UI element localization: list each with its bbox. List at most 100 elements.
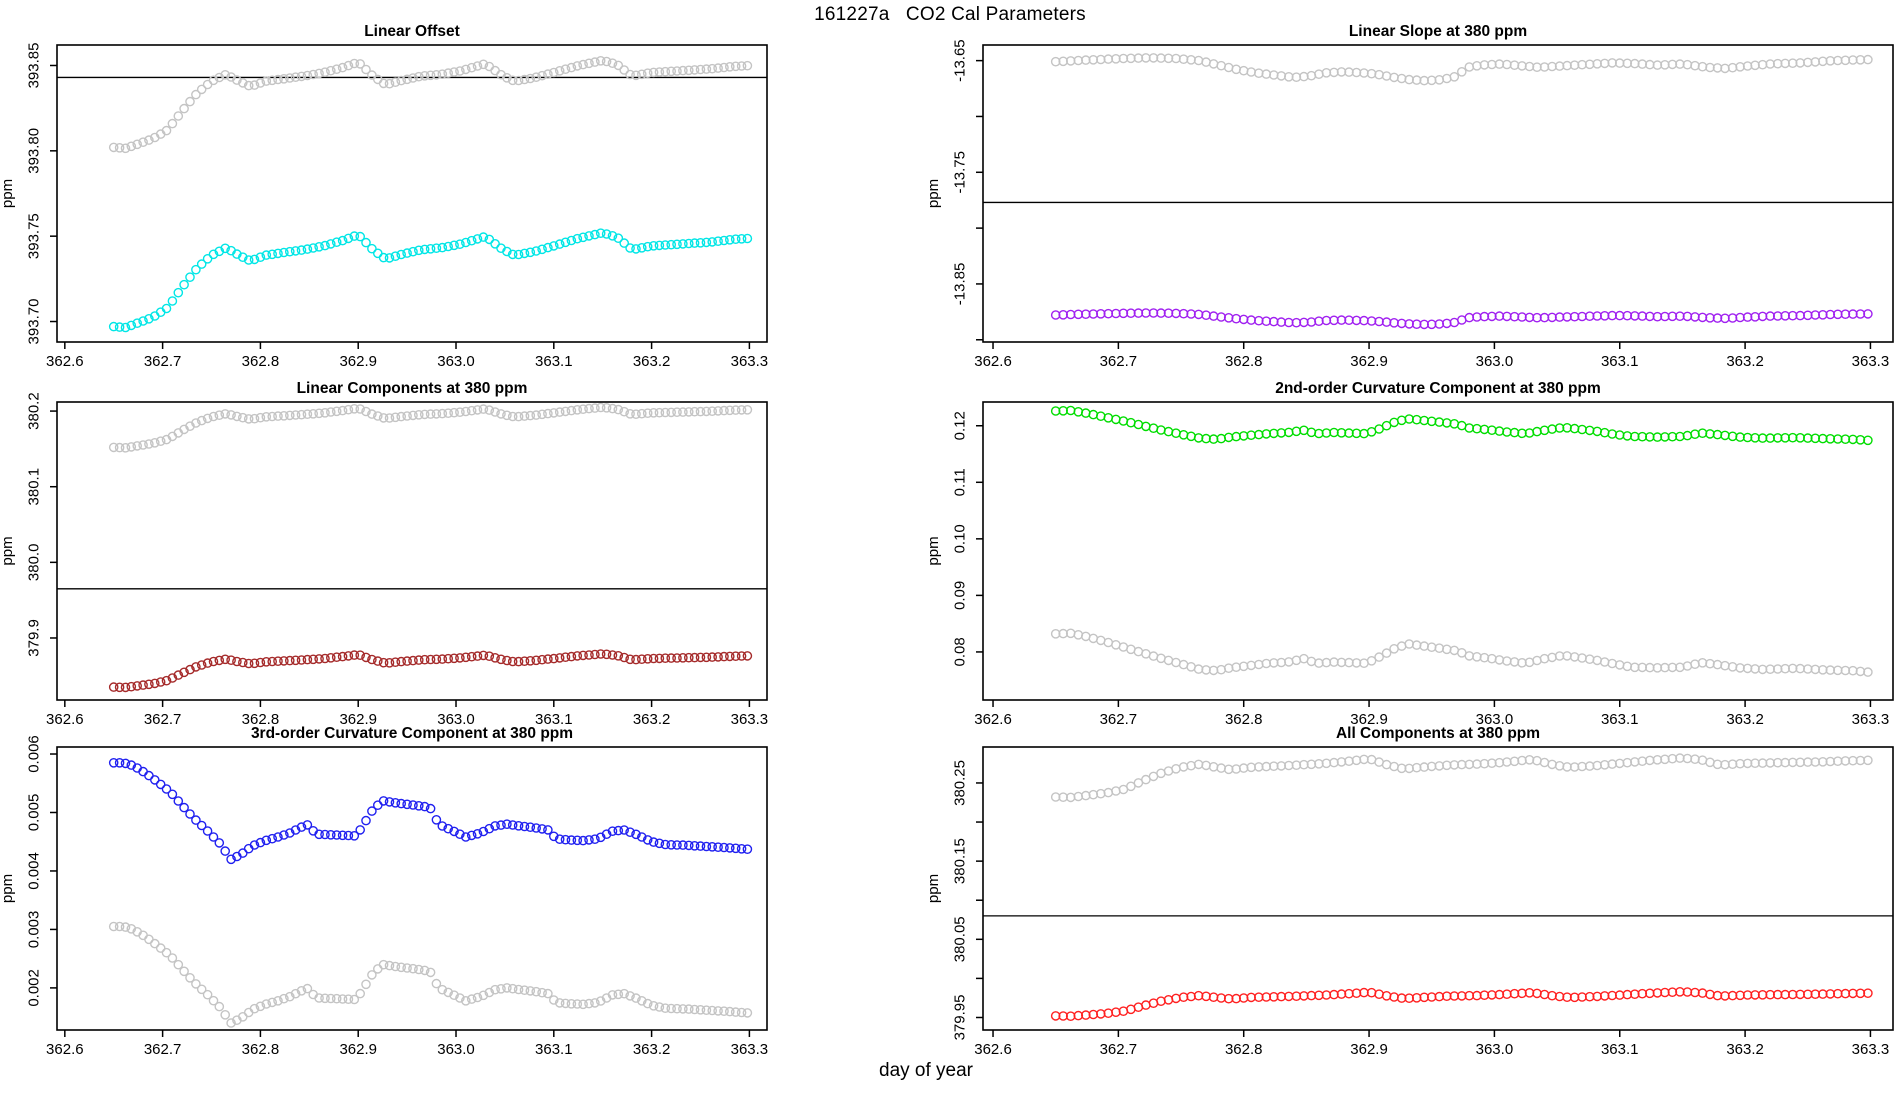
data-point-marker xyxy=(202,826,213,836)
data-point-marker xyxy=(302,409,313,420)
data-point-marker xyxy=(478,404,489,414)
data-point-marker xyxy=(384,960,395,971)
data-point-marker xyxy=(214,1001,225,1012)
data-point-marker xyxy=(384,658,395,668)
data-point-marker xyxy=(725,234,735,245)
data-point-marker xyxy=(642,68,653,78)
data-point-marker xyxy=(695,841,706,851)
data-point-marker xyxy=(155,943,166,953)
data-point-marker xyxy=(507,983,518,994)
data-point-marker xyxy=(519,656,530,667)
data-point-marker xyxy=(613,989,624,1000)
data-point-marker xyxy=(355,404,366,414)
plot-curvature-3rd-order: 3rd-order Curvature Component at 380 ppm… xyxy=(0,725,768,1058)
data-point-marker xyxy=(185,973,195,983)
data-point-marker xyxy=(484,651,495,662)
data-point-marker xyxy=(331,406,342,417)
data-point-marker xyxy=(267,249,278,260)
data-point-marker xyxy=(513,75,524,86)
data-point-marker xyxy=(660,407,671,418)
data-point-marker xyxy=(678,840,688,850)
data-point-marker xyxy=(519,248,530,259)
data-point-marker xyxy=(413,655,424,665)
data-point-marker xyxy=(502,246,512,257)
y-tick-label: 380.1 xyxy=(25,468,42,506)
data-point-marker xyxy=(672,840,682,850)
data-point-marker xyxy=(484,405,495,415)
data-point-marker xyxy=(472,992,483,1003)
data-point-marker xyxy=(167,673,178,683)
data-point-marker xyxy=(396,798,407,809)
data-point-marker xyxy=(1111,414,1121,425)
data-point-marker xyxy=(1381,648,1392,658)
data-point-marker xyxy=(472,61,483,71)
data-point-marker xyxy=(707,1005,718,1016)
plot-all-components: All Components at 380 ppm380.25380.15380… xyxy=(925,725,1894,1058)
data-point-marker xyxy=(138,440,148,450)
y-tick-label: 393.85 xyxy=(25,43,42,89)
data-point-marker xyxy=(1314,69,1324,79)
data-point-marker xyxy=(413,409,424,420)
data-point-marker xyxy=(355,650,366,661)
data-point-marker xyxy=(730,843,741,854)
data-point-marker xyxy=(578,999,588,1010)
y-tick-label: 380.0 xyxy=(25,544,42,582)
data-point-marker xyxy=(413,71,424,82)
data-point-marker xyxy=(431,654,442,665)
data-point-marker xyxy=(1607,658,1617,669)
data-point-marker xyxy=(161,303,172,314)
data-point-marker xyxy=(590,834,600,845)
data-point-marker xyxy=(736,1007,747,1018)
data-point-marker xyxy=(302,983,313,994)
data-point-marker xyxy=(425,243,436,254)
data-point-marker xyxy=(654,838,665,849)
data-point-marker xyxy=(331,652,342,663)
data-point-marker xyxy=(1389,761,1399,772)
data-point-marker xyxy=(279,993,289,1004)
data-point-marker xyxy=(126,760,137,770)
data-point-marker xyxy=(226,410,236,420)
data-point-marker xyxy=(325,993,336,1004)
panel-title-linear-components: Linear Components at 380 ppm xyxy=(297,380,528,397)
data-point-marker xyxy=(484,987,495,998)
data-point-marker xyxy=(689,65,700,75)
data-point-marker xyxy=(273,832,283,842)
data-point-marker xyxy=(120,758,131,769)
x-tick-label: 362.8 xyxy=(242,353,280,370)
data-point-marker xyxy=(290,246,301,256)
data-point-marker xyxy=(578,59,588,70)
data-point-marker xyxy=(637,832,647,842)
data-point-marker xyxy=(331,993,342,1004)
data-point-marker xyxy=(167,953,178,963)
data-point-marker xyxy=(185,96,195,107)
data-point-marker xyxy=(1690,659,1700,670)
data-point-marker xyxy=(419,654,430,665)
y-tick-label: -13.65 xyxy=(951,39,968,82)
data-point-marker xyxy=(402,74,412,85)
y-axis-unit-label: ppm xyxy=(0,536,16,565)
x-axis-curvature-2nd-order: 362.6 362.7 362.8 362.9 363.0 363.1 363.2 363.3 xyxy=(974,700,1889,728)
data-point-marker xyxy=(637,996,647,1006)
data-point-marker xyxy=(355,231,366,242)
data-point-marker xyxy=(355,988,366,999)
data-point-marker xyxy=(314,654,324,664)
data-point-marker xyxy=(572,61,583,71)
data-point-marker xyxy=(619,825,630,835)
data-point-marker xyxy=(443,68,454,78)
y-axis-linear-slope: -13.65 -13.75 -13.85 xyxy=(951,39,983,341)
data-point-marker xyxy=(695,64,706,75)
data-point-marker xyxy=(607,990,618,1000)
data-point-marker xyxy=(308,69,319,80)
data-point-marker xyxy=(678,653,688,663)
data-point-marker xyxy=(566,62,577,73)
data-point-marker xyxy=(642,408,653,419)
data-point-marker xyxy=(607,650,618,660)
data-point-marker xyxy=(1599,657,1610,667)
data-point-marker xyxy=(1457,67,1467,77)
data-point-marker xyxy=(496,654,506,665)
data-point-marker xyxy=(742,844,753,855)
data-point-marker xyxy=(396,411,407,422)
data-point-marker xyxy=(460,64,471,75)
data-point-marker xyxy=(220,70,230,80)
y-tick-label: 0.11 xyxy=(951,468,968,496)
